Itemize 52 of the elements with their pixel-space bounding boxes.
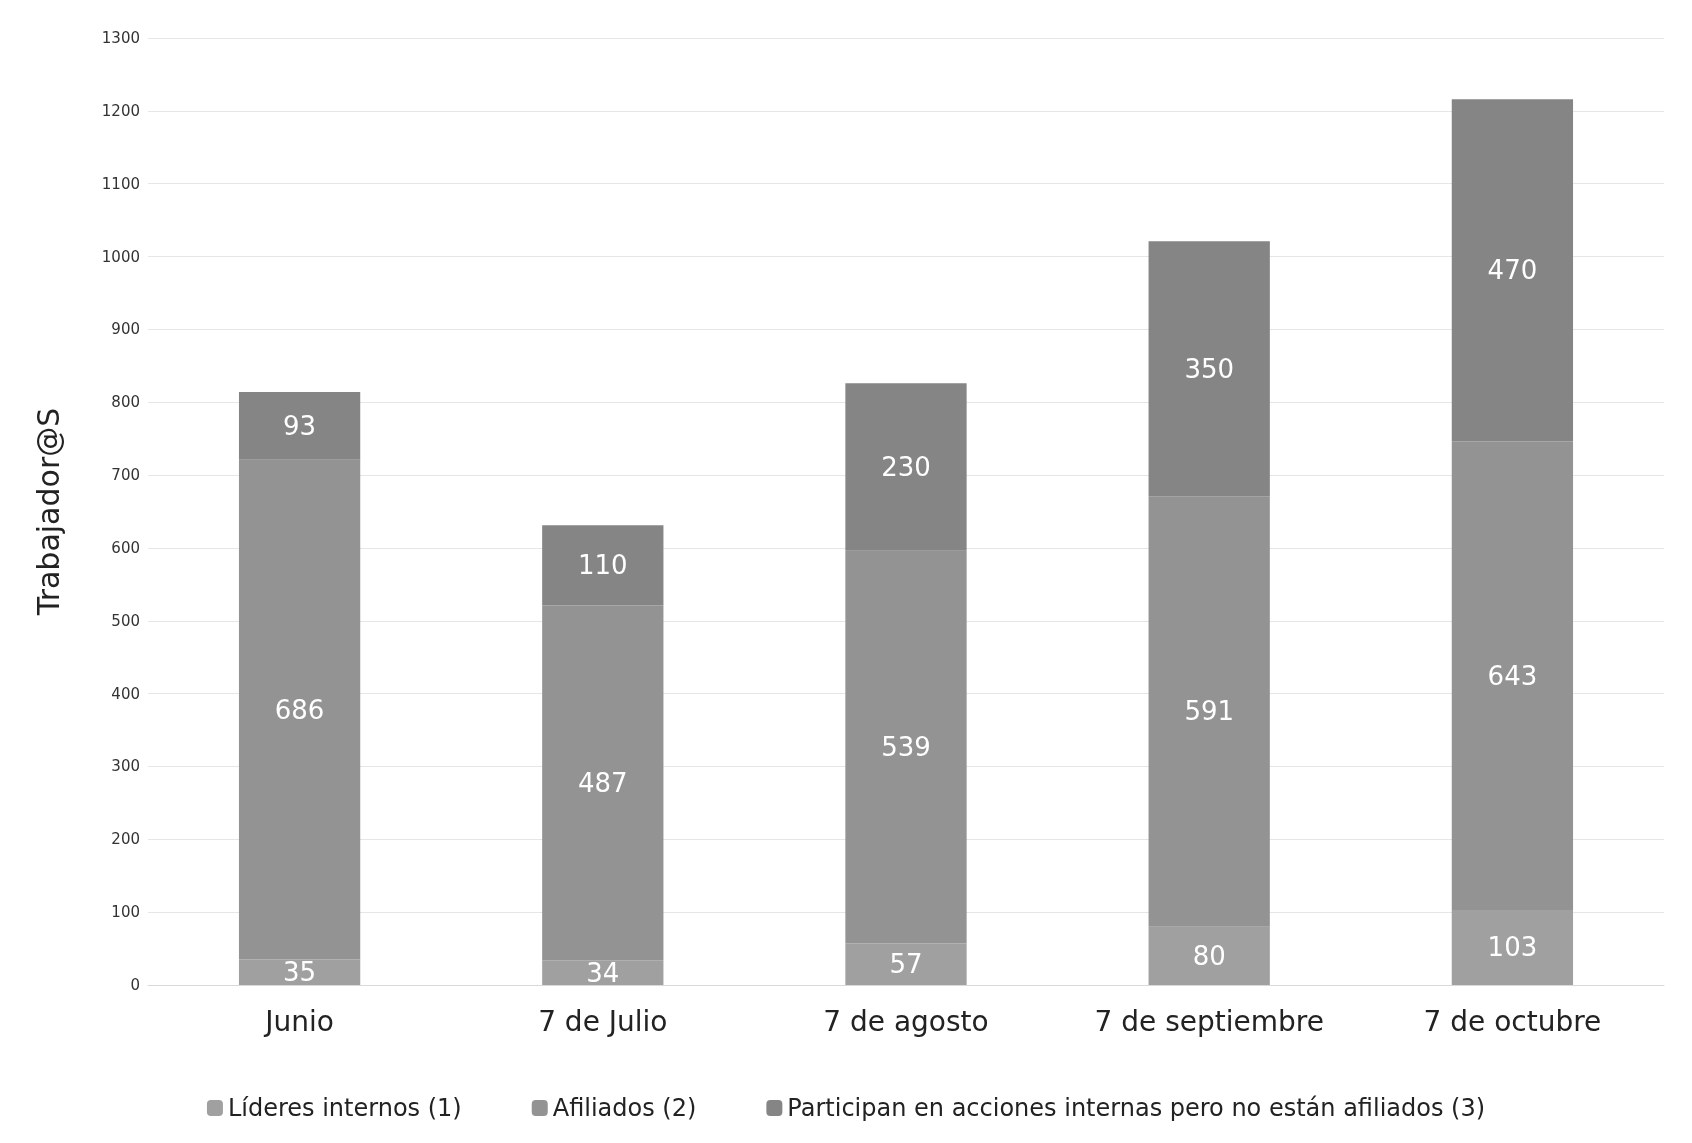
data-label: 643 (1487, 660, 1538, 691)
bar (542, 605, 664, 961)
y-tick-label: 1200 (101, 101, 140, 120)
y-tick-label: 1100 (101, 174, 140, 193)
bar (845, 383, 967, 551)
bar (542, 960, 664, 985)
data-label: 230 (881, 452, 931, 483)
legend-label: Líderes internos (1) (227, 1094, 462, 1122)
y-tick-label: 0 (130, 976, 140, 994)
y-tick-label: 900 (111, 320, 140, 339)
bar (1451, 441, 1574, 910)
bar (1148, 496, 1270, 927)
data-label: 34 (586, 957, 620, 988)
data-label: 470 (1487, 255, 1538, 286)
data-label: 487 (577, 767, 628, 798)
data-label: 35 (283, 957, 317, 988)
x-tick-label: 7 de septiembre (1094, 1004, 1324, 1038)
bar (1148, 241, 1270, 497)
bar (845, 550, 967, 944)
data-label: 110 (577, 550, 628, 581)
legend-label: Afiliados (2) (552, 1094, 697, 1122)
data-label: 80 (1192, 940, 1226, 971)
x-tick-label: Junio (263, 1004, 334, 1038)
bar (542, 525, 664, 606)
y-tick-label: 500 (111, 611, 140, 630)
x-tick-label: 7 de agosto (823, 1004, 989, 1038)
y-tick-label: 300 (111, 757, 140, 776)
data-label: 93 (283, 410, 317, 441)
x-tick-label: 7 de Julio (538, 1004, 668, 1038)
y-tick-label: 800 (111, 393, 140, 412)
bar (1148, 926, 1270, 985)
bar (845, 943, 967, 985)
bar (1451, 99, 1574, 442)
data-label: 686 (274, 694, 325, 725)
y-axis-title: Trabajador@S (30, 407, 66, 617)
y-tick-label: 400 (111, 684, 140, 703)
legend-label: Participan en acciones internas pero no están afiliados (3) (787, 1094, 1486, 1122)
y-tick-label: 100 (111, 903, 140, 922)
data-label: 350 (1184, 353, 1235, 384)
x-tick-label: 7 de octubre (1423, 1004, 1602, 1038)
data-label: 591 (1184, 696, 1235, 727)
y-tick-label: 600 (111, 538, 140, 557)
y-tick-label: 1000 (101, 247, 140, 266)
bar (1451, 909, 1574, 985)
bar (238, 459, 361, 960)
y-tick-label: 700 (111, 466, 140, 485)
y-tick-label: 1300 (101, 29, 140, 47)
data-label: 103 (1487, 932, 1538, 963)
data-label: 57 (889, 949, 923, 980)
y-tick-label: 200 (111, 830, 140, 849)
bar (238, 392, 361, 460)
data-label: 539 (881, 732, 931, 763)
